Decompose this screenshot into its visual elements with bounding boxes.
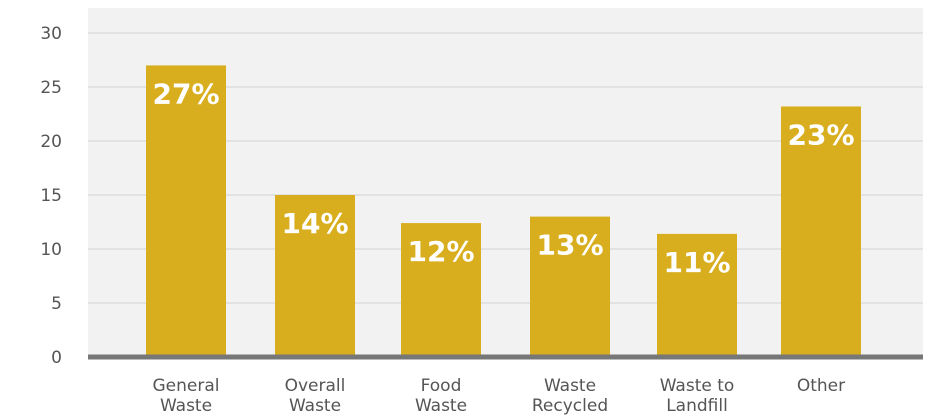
x-category-line: Waste: [160, 396, 212, 416]
x-category-label-5: Other: [797, 376, 845, 396]
x-category-label-3: Waste Recycled: [532, 376, 608, 416]
bar-1: [275, 195, 355, 357]
x-category-line: General: [153, 376, 220, 396]
y-tick-label-0: 0: [51, 348, 62, 368]
x-category-line: Waste: [289, 396, 341, 416]
x-category-line: Waste: [415, 396, 467, 416]
bars: [146, 65, 861, 358]
y-tick-label-20: 20: [40, 132, 62, 152]
gridlines: [88, 32, 923, 304]
data-label-5: 23%: [787, 118, 854, 151]
y-tick-label-25: 25: [40, 78, 62, 98]
x-category-line: Recycled: [532, 396, 608, 416]
x-category-line: Other: [797, 376, 845, 396]
x-category-line: Landfill: [666, 396, 728, 416]
data-label-4: 11%: [663, 246, 730, 279]
y-tick-label-5: 5: [51, 294, 62, 314]
data-label-1: 14%: [281, 207, 348, 240]
y-tick-label-15: 15: [40, 186, 62, 206]
x-category-label-2: Food Waste: [415, 376, 467, 416]
y-tick-label-10: 10: [40, 240, 62, 260]
x-category-label-1: Overall Waste: [285, 376, 346, 416]
x-category-line: Overall: [285, 376, 346, 396]
x-category-line: Waste to: [660, 376, 735, 396]
bar-2: [401, 223, 481, 357]
bar-5: [781, 106, 861, 357]
data-label-2: 12%: [407, 235, 474, 268]
x-category-label-4: Waste to Landfill: [660, 376, 735, 416]
bar-0: [146, 65, 226, 358]
data-label-0: 27%: [152, 77, 219, 110]
y-tick-label-30: 30: [40, 24, 62, 44]
x-category-line: Food: [421, 376, 462, 396]
x-category-line: Waste: [544, 376, 596, 396]
x-category-label-0: General Waste: [153, 376, 220, 416]
data-label-3: 13%: [536, 229, 603, 262]
bar-4: [657, 233, 737, 357]
y-axis-ticks: 0 5 10 15 20 25 30: [40, 24, 62, 368]
data-labels: 27% 14% 12% 13% 11% 23%: [152, 77, 854, 278]
bar-3: [530, 216, 610, 357]
